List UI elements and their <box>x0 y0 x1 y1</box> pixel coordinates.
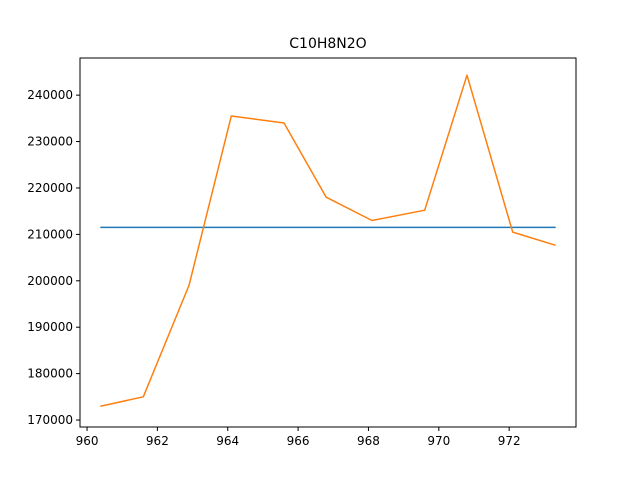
x-tick-label: 972 <box>498 434 521 448</box>
y-tick-label: 210000 <box>27 227 73 241</box>
y-tick-label: 230000 <box>27 135 73 149</box>
series-line-2 <box>100 74 556 407</box>
y-axis-ticks: 170000 180000 190000 200000 210000 220000 2300… <box>27 88 80 427</box>
plot-area-frame <box>79 57 577 428</box>
chart-title: C10H8N2O <box>289 36 366 52</box>
x-tick-label: 968 <box>357 434 380 448</box>
y-tick-label: 170000 <box>27 413 73 427</box>
x-axis-ticks: 960 962 964 966 968 970 972 <box>76 427 521 448</box>
y-tick-label: 220000 <box>27 181 73 195</box>
x-tick-label: 962 <box>146 434 169 448</box>
x-tick-label: 960 <box>76 434 99 448</box>
y-tick-label: 200000 <box>27 274 73 288</box>
x-tick-label: 970 <box>427 434 450 448</box>
y-tick-label: 240000 <box>27 88 73 102</box>
y-tick-label: 180000 <box>27 367 73 381</box>
x-tick-label: 966 <box>287 434 310 448</box>
series-layer <box>100 74 556 407</box>
x-tick-label: 964 <box>216 434 239 448</box>
y-tick-label: 190000 <box>27 320 73 334</box>
